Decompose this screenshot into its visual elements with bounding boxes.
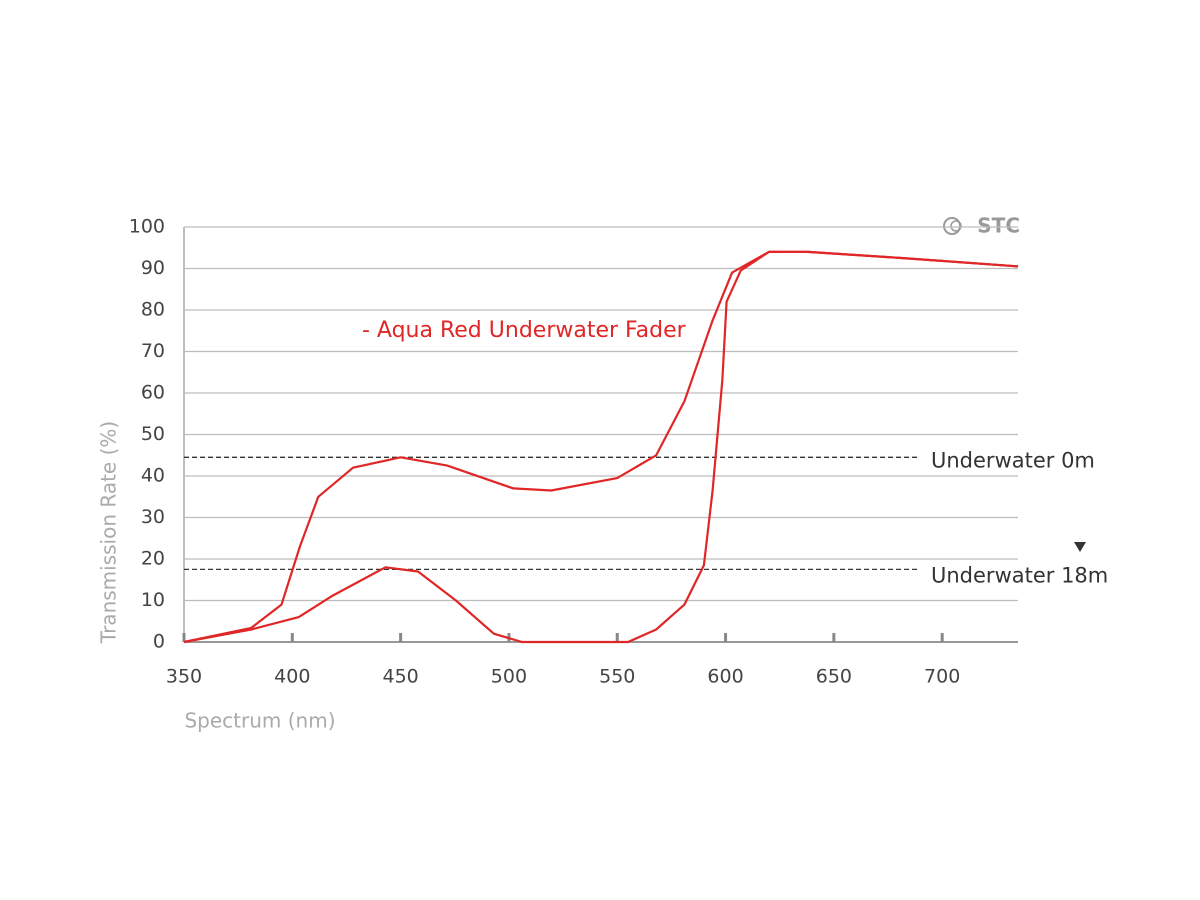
y-tick-label: 90	[141, 257, 165, 279]
x-axis-title: Spectrum (nm)	[184, 709, 335, 733]
y-tick-label: 40	[141, 465, 165, 487]
x-tick-label: 700	[924, 666, 960, 688]
y-tick-label: 60	[141, 382, 165, 404]
logo: STC	[943, 214, 1020, 238]
x-tick-label: 650	[816, 666, 852, 688]
y-tick-label: 100	[129, 216, 165, 238]
x-tick-label: 600	[707, 666, 743, 688]
y-tick-label: 80	[141, 299, 165, 321]
x-tick-label: 350	[166, 666, 202, 688]
y-tick-label: 20	[141, 548, 165, 570]
x-tick-label: 450	[382, 666, 418, 688]
reference-label: Underwater 18m	[931, 563, 1108, 587]
reference-label: Underwater 0m	[931, 448, 1095, 472]
y-tick-label: 30	[141, 506, 165, 528]
x-tick-label: 500	[491, 666, 527, 688]
logo-text: STC	[977, 214, 1020, 238]
y-tick-label: 10	[141, 589, 165, 611]
logo-icon	[943, 217, 961, 235]
marker-icon	[1074, 542, 1086, 552]
y-axis-title: Transmission Rate (%)	[97, 421, 121, 644]
y-tick-label: 50	[141, 423, 165, 445]
data-line	[183, 250, 1019, 644]
y-tick-label: 70	[141, 340, 165, 362]
x-tick-label: 550	[599, 666, 635, 688]
y-tick-label: 0	[153, 631, 165, 653]
x-tick-label: 400	[274, 666, 310, 688]
annotation: - Aqua Red Underwater Fader	[362, 318, 687, 343]
logo-icon	[950, 220, 962, 232]
